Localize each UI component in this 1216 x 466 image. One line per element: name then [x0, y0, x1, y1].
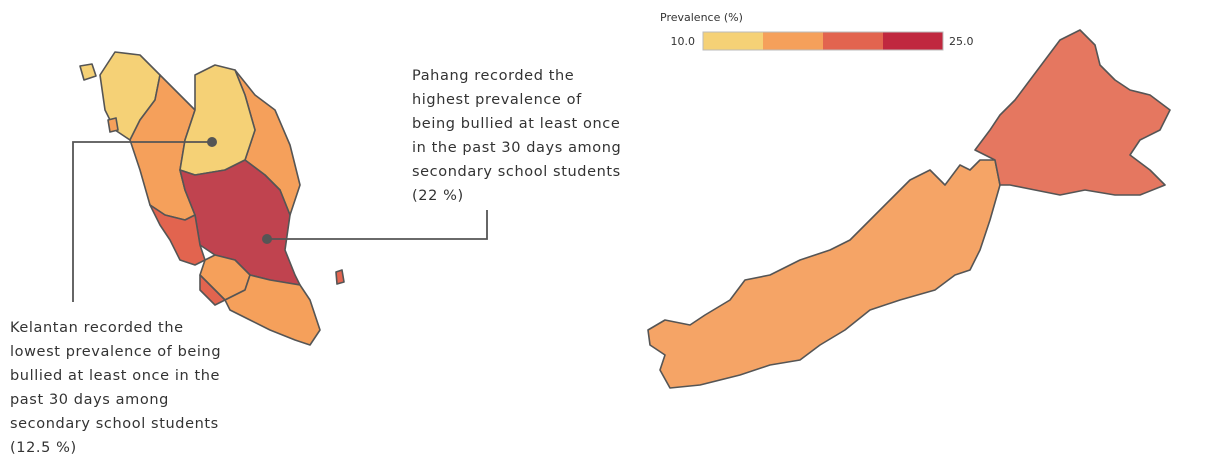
annotation-line: past 30 days among: [10, 392, 169, 408]
sabah: [974, 29, 1171, 196]
annotation-line: (22 %): [412, 188, 464, 204]
annotation-line: secondary school students: [412, 164, 621, 180]
melaka: [199, 274, 226, 306]
sarawak: [647, 159, 1001, 389]
peninsular-malaysia: [79, 51, 345, 346]
island: [335, 269, 345, 285]
east-malaysia: [647, 29, 1171, 389]
annotation-line: bullied at least once in the: [10, 368, 220, 384]
legend: 10.0 25.0: [671, 31, 974, 51]
legend-swatch: [703, 32, 763, 50]
pahang-connector: [267, 210, 488, 240]
legend-tick-label: 25.0: [949, 35, 974, 48]
annotation-line: Pahang recorded the: [412, 68, 574, 84]
legend-swatch: [823, 32, 883, 50]
annotation-line: highest prevalence of: [412, 92, 582, 108]
kelantan-connector: [72, 141, 212, 302]
johor: [224, 274, 321, 346]
pahang-dot: [262, 234, 272, 244]
legend-title: Prevalence (%): [660, 11, 743, 24]
legend-swatch: [763, 32, 823, 50]
annotation-line: in the past 30 days among: [412, 140, 621, 156]
annotation-line: (12.5 %): [10, 440, 77, 456]
annotation-line: Kelantan recorded the: [10, 320, 184, 336]
connectors: [72, 137, 488, 302]
annotation-line: secondary school students: [10, 416, 219, 432]
annotations: Pahang recorded the highest prevalence of…: [10, 68, 621, 456]
perlis: [79, 63, 97, 81]
legend-tick-label: 10.0: [671, 35, 696, 48]
annotation-line: lowest prevalence of being: [10, 344, 221, 360]
annotation-line: being bullied at least once: [412, 116, 620, 132]
penang: [107, 117, 119, 133]
legend-swatch: [883, 32, 943, 50]
kelantan-dot: [207, 137, 217, 147]
